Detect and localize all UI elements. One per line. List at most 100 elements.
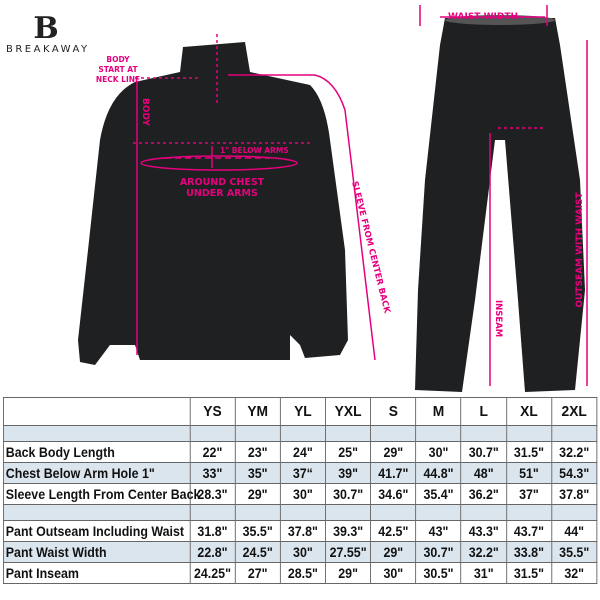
spacer-cell [3,425,191,442]
measurement-cell: 30.7" [415,541,462,563]
measurement-cell: 43.7" [505,520,553,542]
measurement-cell: 37“ [279,462,326,484]
measurement-cell: 31.5" [505,562,553,584]
row-label: Pant Outseam Including Waist [3,520,191,542]
table-row: Back Body Length 22" 23" 24" 25" 29" 30" 30.7" 3… [3,441,598,463]
measurement-cell: 29" [325,562,372,584]
measurement-cell: 28.3" [189,483,236,505]
spacer-cell [460,425,507,442]
pants-image [415,18,585,392]
measurement-cell: 34.6" [370,483,417,505]
sleeve-label: SLEEVE FROM CENTER BACK [349,180,392,314]
size-l: L [460,397,507,426]
around-chest-label-2: UNDER ARMS [186,188,258,199]
measurement-cell: 54.3" [551,462,598,484]
measurement-cell: 48" [460,462,507,484]
spacer-cell [370,425,417,442]
measurement-cell: 30.5" [415,562,462,584]
measurement-cell: 37.8" [551,483,598,505]
size-ym: YM [234,397,281,426]
measurement-cell: 28.5" [279,562,326,584]
size-s: S [370,397,417,426]
spacer-cell [415,504,462,521]
spacer-cell [189,504,236,521]
measurement-cell: 33" [189,462,236,484]
row-label: Pant Waist Width [3,541,191,563]
spacer-cell [551,504,598,521]
measurement-cell: 25" [325,441,372,463]
measurement-cell: 35.5" [551,541,598,563]
measurement-cell: 29" [370,441,417,463]
measurement-cell: 24.5" [234,541,281,563]
spacer-cell [325,425,372,442]
measurement-cell: 41.7" [370,462,417,484]
jacket-image [78,42,348,365]
breakaway-logo: B BREAKAWAY [6,11,90,56]
body-label: BODY [140,98,150,126]
spacer-cell [505,504,553,521]
table-row: Pant Inseam 24.25" 27" 28.5" 29" 30" 30.5" 31" 3… [3,562,598,584]
measurement-cell: 43.3" [460,520,507,542]
measurement-cell: 31" [460,562,507,584]
spacer-cell [551,425,598,442]
measurement-cell: 27.55" [325,541,372,563]
measurement-cell: 31.8" [189,520,236,542]
measurement-cell: 37" [505,483,553,505]
measurement-cell: 29" [370,541,417,563]
measurement-cell: 32.2" [460,541,507,563]
brand-name: BREAKAWAY [6,44,90,55]
spacer-row [3,504,598,521]
measurement-cell: 23" [234,441,281,463]
spacer-cell [325,504,372,521]
measurement-cell: 33.8" [505,541,553,563]
measurement-cell: 27" [234,562,281,584]
size-chart-table: YS YM YL YXL S M L XL 2XL Back Body Leng… [3,397,598,584]
measurement-cell: 39" [325,462,372,484]
measurement-cell: 43" [415,520,462,542]
measurement-cell: 30" [370,562,417,584]
below-arms-label: 1" BELOW ARMS [220,146,289,155]
measurement-cell: 35.5" [234,520,281,542]
measurement-cell: 32" [551,562,598,584]
measurement-cell: 22" [189,441,236,463]
size-ys: YS [189,397,236,426]
measurement-cell: 30.7" [325,483,372,505]
spacer-cell [279,504,326,521]
inseam-label: INSEAM [493,300,503,337]
size-m: M [415,397,462,426]
measurement-cell: 35" [234,462,281,484]
measurement-cell: 22.8" [189,541,236,563]
measurement-cell: 31.5" [505,441,553,463]
measurement-cell: 37.8" [279,520,326,542]
table-row: Pant Outseam Including Waist 31.8" 35.5" 37… [3,520,598,542]
spacer-cell [460,504,507,521]
table-row: Chest Below Arm Hole 1" 33" 35" 37“ 39" 41.7"… [3,462,598,484]
row-label: Back Body Length [3,441,191,463]
spacer-cell [234,504,281,521]
measurement-cell: 24.25" [189,562,236,584]
measurement-cell: 44.8" [415,462,462,484]
body-start-label-1: BODY [106,55,130,64]
spacer-cell [3,504,191,521]
spacer-cell [370,504,417,521]
size-xl: XL [505,397,553,426]
size-header-row: YS YM YL YXL S M L XL 2XL [3,397,598,426]
measurement-cell: 32.2" [551,441,598,463]
row-label: Sleeve Length From Center Back [3,483,200,505]
measurement-cell: 35.4" [415,483,462,505]
measurement-cell: 51" [505,462,553,484]
header-blank [3,397,191,426]
row-label: Pant Inseam [3,562,191,584]
spacer-cell [415,425,462,442]
measurement-cell: 30" [415,441,462,463]
spacer-cell [505,425,553,442]
body-start-label-3: NECK LINE [96,75,140,84]
spacer-cell [234,425,281,442]
logo-mark: B [33,11,59,46]
garment-illustration: BODY START AT NECK LINE BODY 1" BELOW AR… [78,5,588,392]
size-yxl: YXL [325,397,372,426]
measurement-cell: 44" [551,520,598,542]
spacer-cell [189,425,236,442]
body-start-label-2: START AT [98,65,138,74]
size-2xl: 2XL [551,397,598,426]
